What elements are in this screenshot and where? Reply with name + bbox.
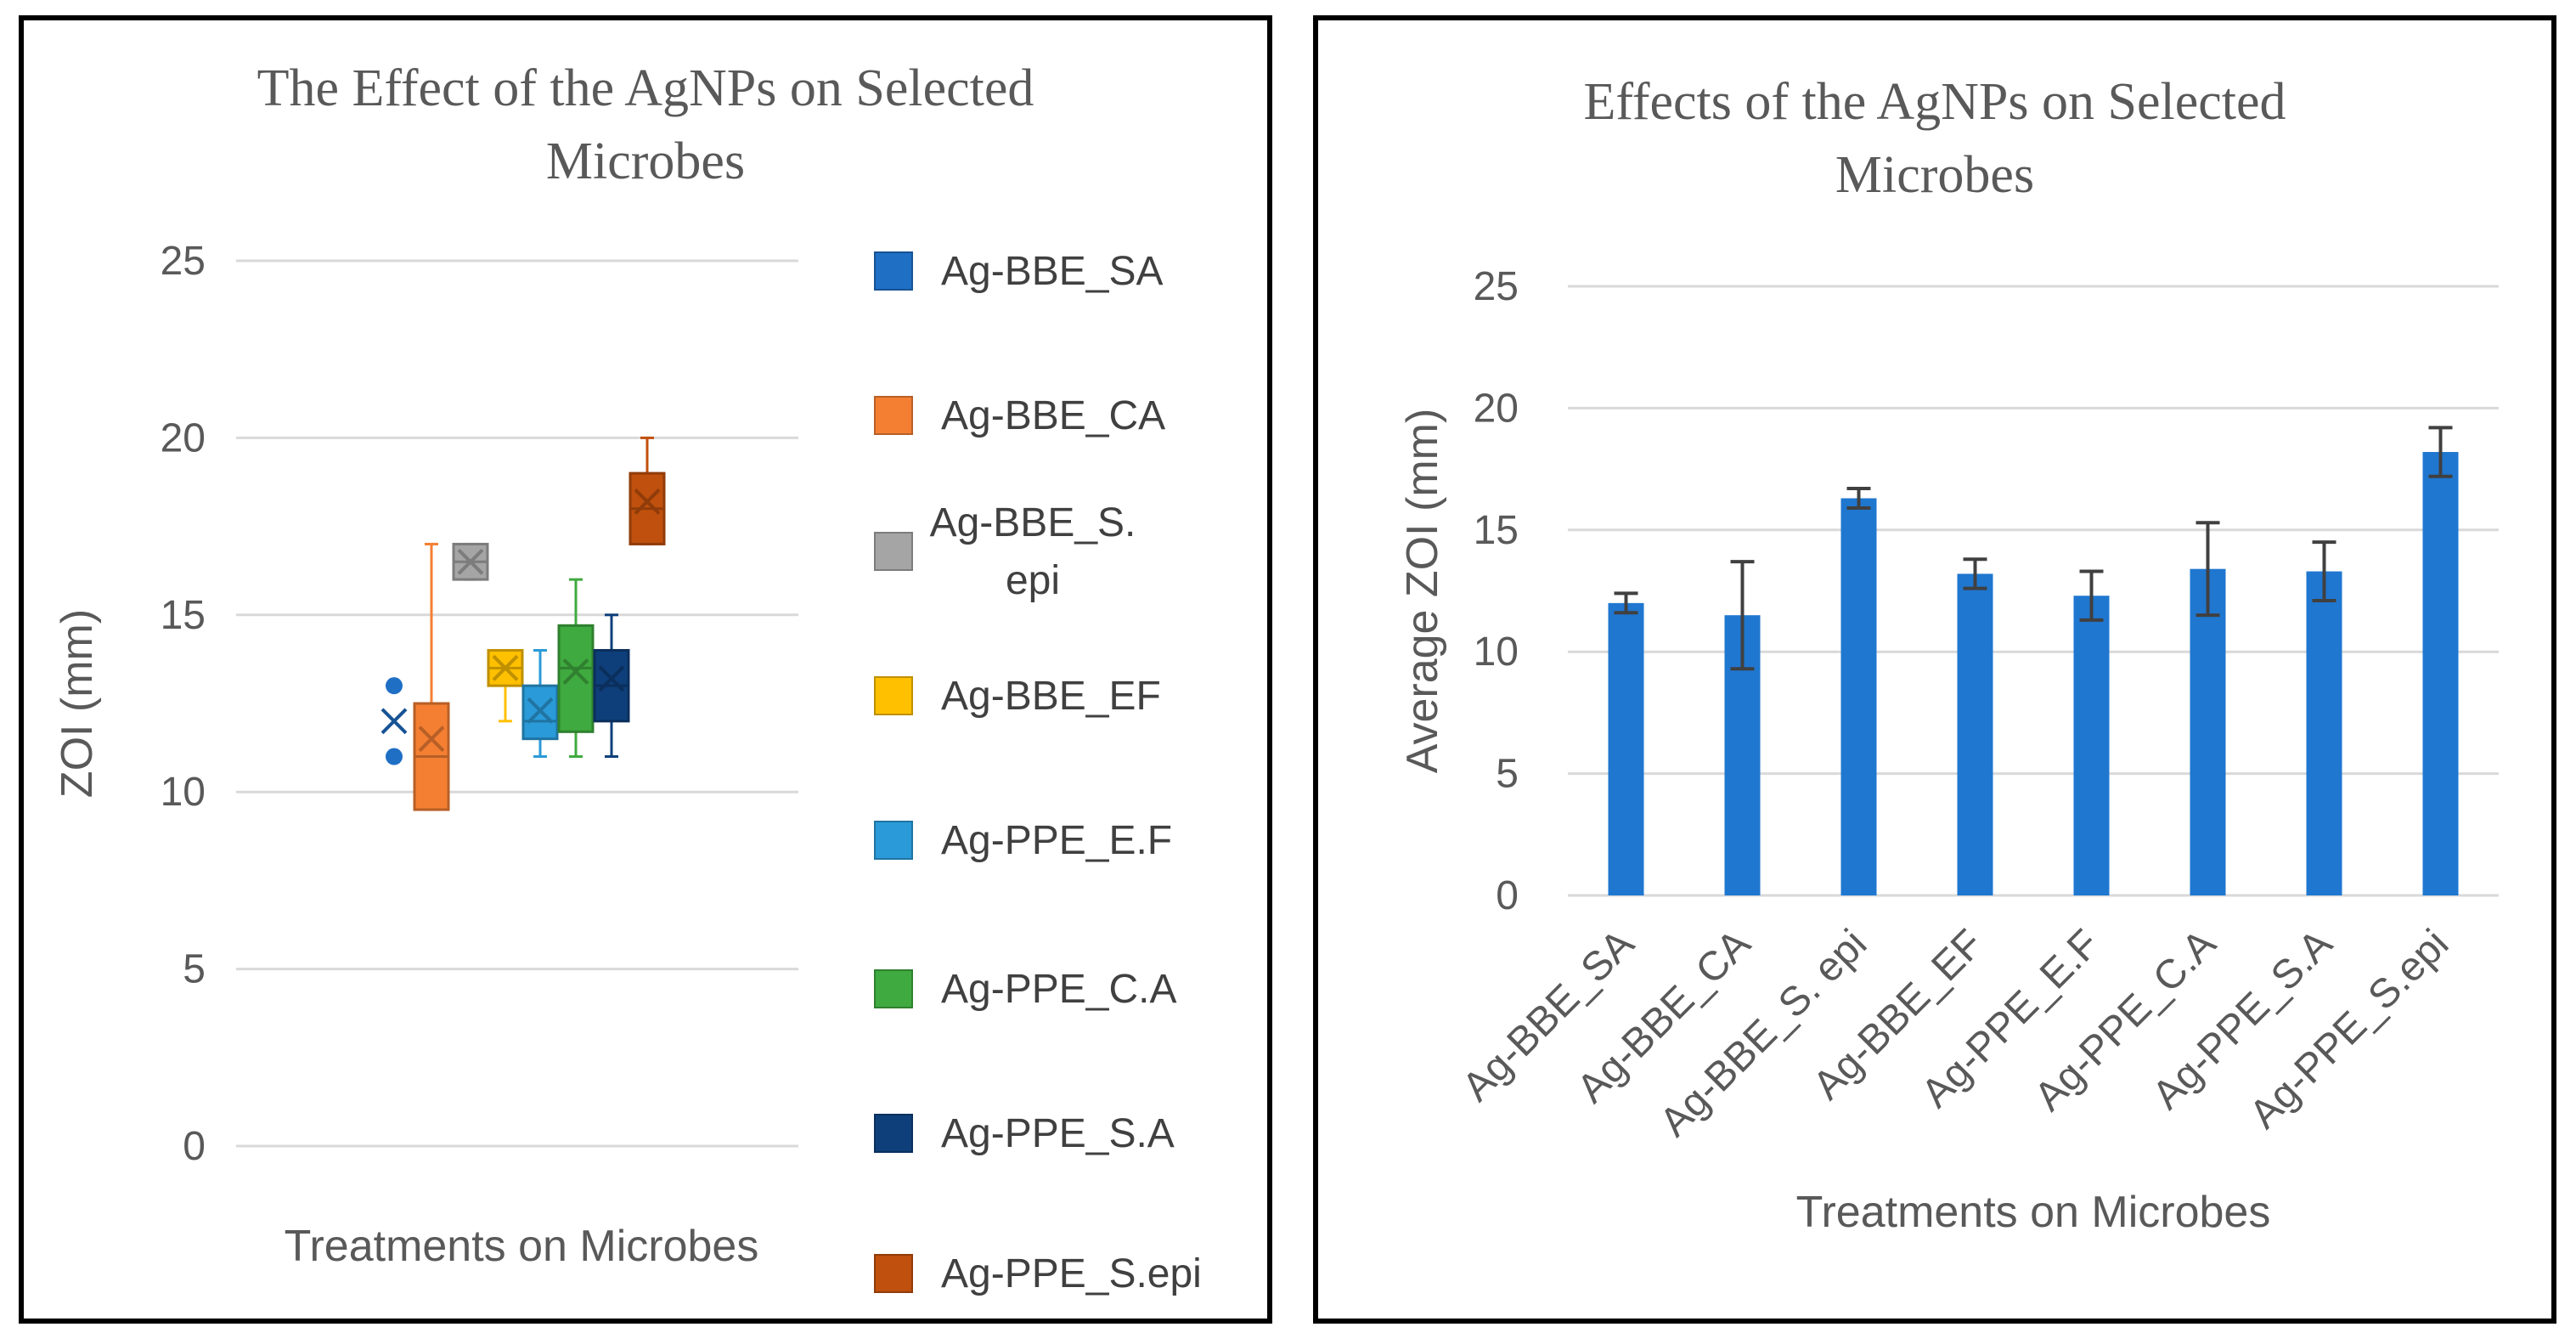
x-axis-label: Treatments on Microbes [1796,1188,2271,1237]
y-tick-label: 5 [183,947,206,992]
chart-title-line: Microbes [1835,146,2034,204]
y-axis-label: ZOI (mm) [53,609,102,798]
box-group [521,648,559,759]
box-group [557,578,595,759]
bar [1840,498,1877,895]
legend-label: epi [1006,558,1060,603]
box-plot-panel: The Effect of the AgNPs on Selected Micro… [19,15,1272,1324]
box-mean-marker [457,548,484,575]
box-mean-marker [492,654,519,681]
y-tick-label: 0 [1496,873,1519,918]
y-tick-label: 25 [1474,264,1519,309]
legend-label: Ag-BBE_S. [930,500,1136,545]
y-tick-label: 5 [1496,752,1519,797]
legend-swatch [874,396,913,435]
bar [2422,452,2459,895]
legend-label: Ag-PPE_S.A [941,1111,1175,1156]
legend-swatch [874,1254,913,1293]
box-mean-marker [634,488,661,515]
box-mean-marker [598,665,625,692]
box-group [593,613,630,759]
x-axis-label: Treatments on Microbes [285,1222,759,1271]
box-group [413,542,450,811]
legend-label: Ag-PPE_S.epi [941,1251,1202,1296]
y-tick-label: 15 [161,593,206,638]
y-tick-label: 10 [161,770,206,815]
box-iqr [557,624,595,733]
legend-label: Ag-BBE_EF [941,674,1161,719]
box-mean-marker [562,658,589,685]
box-group [452,542,489,581]
bar-chart-panel: Effects of the AgNPs on Selected Microbes… [1313,15,2556,1324]
y-tick-label: 20 [1474,386,1519,431]
legend-label: Ag-BBE_SA [941,249,1163,294]
x-tick-label: Ag-BBE_S. epi [1651,921,1875,1145]
legend-swatch [874,532,913,571]
legend-swatch [874,969,913,1008]
box-group [628,436,666,545]
chart-title-line: Microbes [546,133,745,190]
legend-swatch [874,821,913,860]
box-outlier-point [386,677,403,695]
legend-label: Ag-BBE_CA [941,393,1165,438]
chart-title-line: The Effect of the AgNPs on Selected [257,59,1034,117]
legend-swatch [874,676,913,715]
box-mean-marker [380,708,408,735]
y-axis-label: Average ZOI (mm) [1398,409,1447,774]
chart-title-line: Effects of the AgNPs on Selected [1583,73,2286,131]
legend-swatch [874,1114,913,1153]
bar-chart: Effects of the AgNPs on Selected Microbes… [1398,73,2499,1237]
bar [2306,571,2342,895]
bar [2073,596,2110,895]
y-tick-label: 25 [161,239,206,284]
y-tick-label: 10 [1474,630,1519,675]
y-tick-label: 20 [161,415,206,460]
x-tick-label: Ag-PPE_S.epi [2241,921,2457,1137]
box-outlier-point [386,748,403,765]
box-mean-marker [418,726,445,753]
legend-label: Ag-PPE_E.F [941,818,1172,863]
box-mean-marker [527,697,554,724]
y-tick-label: 15 [1474,508,1519,553]
y-tick-label: 0 [183,1124,206,1169]
box-group [380,677,408,765]
bar [1608,602,1644,895]
bar [1957,573,1993,895]
bar [2190,568,2226,895]
legend-swatch [874,251,913,291]
legend-label: Ag-PPE_C.A [941,967,1176,1012]
box-group [487,648,524,723]
box-plot-chart: The Effect of the AgNPs on Selected Micro… [53,59,1202,1296]
